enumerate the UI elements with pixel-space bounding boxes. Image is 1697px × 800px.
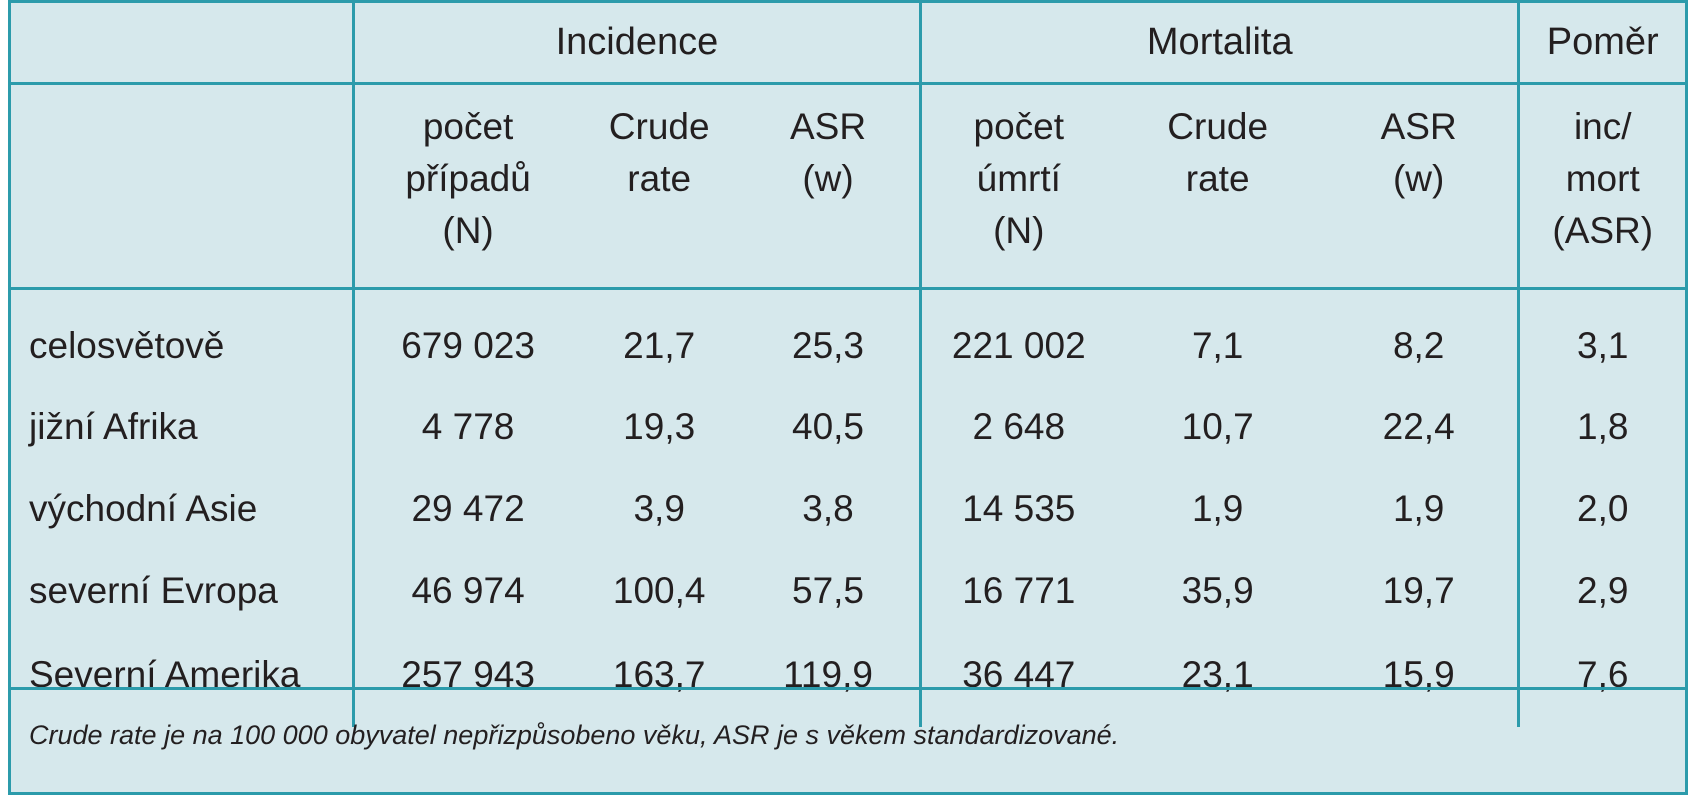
col-mort-count-line: (N) — [993, 209, 1045, 251]
col-mort-asr-line: ASR — [1380, 105, 1457, 147]
col-inc-crude-line: rate — [627, 157, 692, 199]
mort-crude-cell: 1,9 — [1191, 488, 1244, 529]
table-row: celosvětově 679 023 21,7 25,3 221 002 7,… — [11, 288, 1685, 386]
col-mort-asr: ASR (w) — [1319, 83, 1521, 290]
mort-crude-cell: 35,9 — [1181, 570, 1254, 611]
mort-crude-cell: 10,7 — [1181, 406, 1254, 447]
inc-crude-cell: 19,3 — [623, 406, 696, 447]
inc-crude-cell: 3,9 — [633, 488, 685, 529]
statistics-table: Incidence Mortalita Poměr počet případů … — [11, 3, 1685, 727]
mort-asr-cell: 19,7 — [1319, 550, 1521, 632]
mort-count-cell: 221 002 — [951, 324, 1086, 366]
col-mort-crude: Crude rate — [1115, 83, 1320, 290]
table-row: jižní Afrika 4 778 19,3 40,5 2 648 10,7 … — [11, 386, 1685, 468]
col-ratio: inc/ mort (ASR) — [1518, 83, 1685, 290]
col-mort-crude-line: Crude — [1167, 105, 1269, 147]
col-inc-crude-line: Crude — [608, 105, 710, 147]
corner-cell-sub — [11, 83, 355, 290]
sub-header-row: počet případů (N) Crude rate ASR (w) poč… — [11, 83, 1685, 290]
data-table: Incidence Mortalita Poměr počet případů … — [8, 0, 1688, 795]
col-mort-count-line: počet — [973, 105, 1065, 147]
col-inc-count: počet případů (N) — [353, 83, 582, 290]
col-ratio-line: mort — [1565, 157, 1640, 199]
region-cell: východní Asie — [11, 468, 355, 550]
ratio-cell: 3,1 — [1577, 324, 1629, 366]
region-cell: jižní Afrika — [11, 386, 355, 468]
col-ratio-line: (ASR) — [1552, 209, 1654, 251]
table-footnote: Crude rate je na 100 000 obyvatel nepřiz… — [11, 687, 1685, 792]
col-inc-asr: ASR (w) — [736, 83, 923, 290]
col-inc-crude: Crude rate — [581, 83, 737, 290]
inc-asr-cell: 3,8 — [736, 468, 923, 550]
table-row: severní Evropa 46 974 100,4 57,5 16 771 … — [11, 550, 1685, 632]
inc-crude-cell: 100,4 — [612, 570, 706, 611]
col-mort-count: počet úmrtí (N) — [920, 83, 1116, 290]
col-mort-crude-line: rate — [1185, 157, 1250, 199]
mort-crude-cell: 7,1 — [1191, 324, 1244, 366]
col-mort-asr-line: (w) — [1392, 157, 1445, 199]
region-cell: severní Evropa — [11, 550, 355, 632]
col-ratio-line: inc/ — [1573, 105, 1632, 147]
inc-count-cell: 4 778 — [421, 406, 515, 447]
col-inc-count-line: (N) — [442, 209, 494, 251]
col-inc-asr-line: ASR — [789, 105, 867, 147]
col-inc-asr-line: (w) — [802, 157, 854, 199]
mort-asr-cell: 1,9 — [1319, 468, 1521, 550]
inc-asr-cell: 40,5 — [736, 386, 923, 468]
corner-cell — [11, 3, 355, 85]
group-ratio: Poměr — [1518, 3, 1685, 85]
col-inc-count-line: případů — [405, 157, 531, 199]
mort-asr-cell: 8,2 — [1319, 288, 1521, 386]
group-incidence: Incidence — [353, 3, 923, 85]
inc-asr-cell: 25,3 — [736, 288, 923, 386]
inc-count-cell: 679 023 — [401, 324, 535, 366]
region-cell: celosvětově — [11, 288, 355, 386]
table-row: východní Asie 29 472 3,9 3,8 14 535 1,9 … — [11, 468, 1685, 550]
inc-asr-cell: 57,5 — [736, 550, 923, 632]
group-header-row: Incidence Mortalita Poměr — [11, 3, 1685, 85]
ratio-cell: 2,0 — [1577, 488, 1629, 529]
group-mortality: Mortalita — [920, 3, 1521, 85]
ratio-cell: 2,9 — [1577, 570, 1629, 611]
mort-asr-cell: 22,4 — [1319, 386, 1521, 468]
col-mort-count-line: úmrtí — [976, 157, 1061, 199]
mort-count-cell: 2 648 — [972, 406, 1066, 447]
ratio-cell: 1,8 — [1577, 406, 1629, 447]
inc-crude-cell: 21,7 — [623, 324, 696, 366]
col-inc-count-line: počet — [422, 105, 514, 147]
inc-count-cell: 29 472 — [411, 488, 525, 529]
mort-count-cell: 14 535 — [962, 488, 1076, 529]
inc-count-cell: 46 974 — [411, 570, 525, 611]
mort-count-cell: 16 771 — [962, 570, 1076, 611]
